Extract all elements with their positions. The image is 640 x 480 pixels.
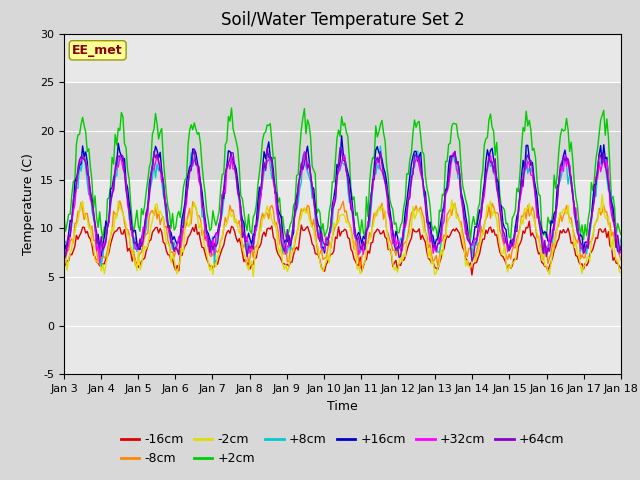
- Line: -16cm: -16cm: [64, 221, 621, 275]
- +2cm: [129, 220, 136, 226]
- -16cm: [60, 260, 68, 265]
- -2cm: [305, 215, 313, 220]
- -16cm: [254, 246, 262, 252]
- +64cm: [226, 156, 234, 161]
- -16cm: [589, 246, 596, 252]
- +32cm: [96, 260, 104, 266]
- Line: -8cm: -8cm: [64, 201, 621, 268]
- +2cm: [255, 170, 263, 176]
- Line: +64cm: +64cm: [64, 147, 621, 261]
- +64cm: [617, 243, 625, 249]
- +2cm: [589, 188, 596, 193]
- +32cm: [307, 172, 314, 178]
- +2cm: [228, 105, 236, 111]
- +8cm: [246, 239, 254, 244]
- +2cm: [246, 228, 254, 234]
- +16cm: [589, 196, 596, 202]
- +16cm: [97, 253, 105, 259]
- +32cm: [301, 149, 308, 155]
- Text: EE_met: EE_met: [72, 44, 123, 57]
- +2cm: [617, 231, 625, 237]
- -16cm: [617, 265, 625, 271]
- +16cm: [617, 246, 625, 252]
- +64cm: [60, 258, 68, 264]
- +16cm: [60, 251, 68, 257]
- Line: +2cm: +2cm: [64, 108, 621, 240]
- -16cm: [226, 230, 234, 236]
- -2cm: [244, 267, 252, 273]
- +64cm: [468, 258, 476, 264]
- -2cm: [226, 208, 234, 214]
- Bar: [64, 82, 621, 180]
- -2cm: [255, 227, 263, 233]
- +32cm: [228, 154, 236, 159]
- -8cm: [356, 265, 364, 271]
- +32cm: [246, 250, 254, 256]
- -8cm: [255, 230, 263, 236]
- Line: +8cm: +8cm: [64, 146, 621, 266]
- +2cm: [305, 121, 313, 127]
- Y-axis label: Temperature (C): Temperature (C): [22, 153, 35, 255]
- -16cm: [303, 224, 311, 229]
- +32cm: [617, 249, 625, 255]
- -8cm: [589, 234, 596, 240]
- -2cm: [129, 247, 136, 253]
- +8cm: [255, 206, 263, 212]
- +8cm: [589, 204, 596, 210]
- Line: +16cm: +16cm: [64, 136, 621, 256]
- -2cm: [588, 238, 595, 243]
- -8cm: [246, 254, 254, 260]
- +16cm: [246, 237, 254, 242]
- +64cm: [129, 225, 136, 230]
- -2cm: [598, 192, 606, 197]
- -16cm: [129, 258, 136, 264]
- +16cm: [255, 184, 263, 190]
- -16cm: [468, 272, 476, 278]
- +32cm: [589, 206, 596, 212]
- +64cm: [244, 243, 252, 249]
- +16cm: [305, 156, 313, 162]
- Line: -2cm: -2cm: [64, 194, 621, 276]
- +16cm: [338, 133, 346, 139]
- +32cm: [255, 202, 263, 208]
- +16cm: [228, 154, 236, 159]
- -16cm: [244, 259, 252, 265]
- +32cm: [60, 251, 68, 256]
- -8cm: [116, 198, 124, 204]
- +8cm: [228, 157, 236, 163]
- -8cm: [617, 257, 625, 263]
- -2cm: [617, 270, 625, 276]
- -2cm: [250, 274, 257, 279]
- Line: +32cm: +32cm: [64, 152, 621, 263]
- +8cm: [376, 143, 384, 149]
- +32cm: [130, 235, 138, 241]
- +8cm: [305, 174, 313, 180]
- +64cm: [589, 205, 596, 211]
- +8cm: [130, 246, 138, 252]
- +64cm: [336, 144, 344, 150]
- +8cm: [617, 236, 625, 242]
- Legend: -16cm, -8cm, -2cm, +2cm, +8cm, +16cm, +32cm, +64cm: -16cm, -8cm, -2cm, +2cm, +8cm, +16cm, +3…: [116, 428, 569, 470]
- +16cm: [130, 228, 138, 234]
- -8cm: [60, 250, 68, 255]
- +2cm: [467, 238, 474, 243]
- +64cm: [303, 165, 311, 171]
- X-axis label: Time: Time: [327, 400, 358, 413]
- Title: Soil/Water Temperature Set 2: Soil/Water Temperature Set 2: [221, 11, 464, 29]
- -16cm: [525, 218, 533, 224]
- +64cm: [254, 215, 262, 220]
- +8cm: [60, 241, 68, 247]
- -8cm: [305, 204, 313, 210]
- +8cm: [97, 263, 105, 269]
- -2cm: [60, 261, 68, 266]
- +2cm: [60, 212, 68, 218]
- -8cm: [228, 208, 236, 214]
- +2cm: [226, 118, 234, 124]
- -8cm: [130, 248, 138, 254]
